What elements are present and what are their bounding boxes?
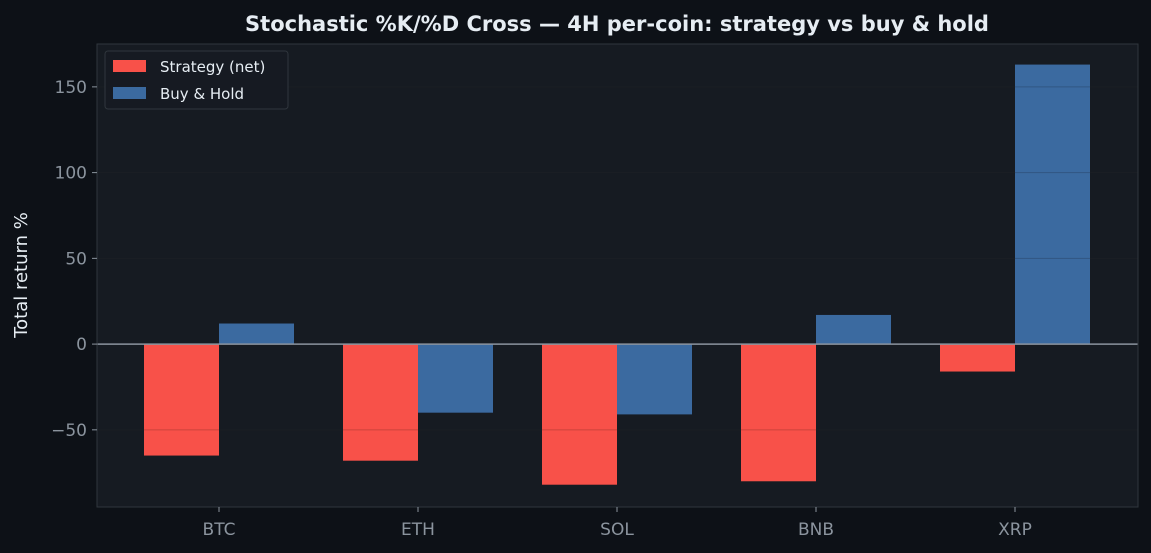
bar-buy-hold-xrp: [1015, 64, 1090, 345]
chart-title: Stochastic %K/%D Cross — 4H per-coin: st…: [245, 12, 989, 36]
y-tick-label: 50: [65, 249, 87, 269]
x-tick-label-eth: ETH: [401, 520, 435, 540]
legend-label-buy-hold: Buy & Hold: [160, 85, 244, 103]
y-axis-label: Total return %: [11, 212, 32, 339]
bar-strategy-net-btc: [144, 344, 219, 456]
x-axis-ticks: BTC ETH SOL BNB XRP: [203, 507, 1032, 540]
x-tick-label-btc: BTC: [203, 520, 236, 540]
legend-swatch-strategy: [113, 60, 146, 72]
x-tick-label-xrp: XRP: [998, 520, 1032, 540]
x-tick-label-sol: SOL: [600, 520, 634, 540]
bar-buy-hold-btc: [219, 323, 294, 345]
legend-swatch-buy-hold: [113, 87, 146, 99]
bar-strategy-net-bnb: [741, 344, 816, 482]
bar-buy-hold-bnb: [816, 314, 891, 345]
bar-strategy-net-sol: [542, 344, 617, 485]
bar-buy-hold-eth: [418, 344, 493, 413]
y-tick-label: −50: [51, 421, 87, 441]
legend-box: [104, 50, 289, 110]
bar-strategy-net-eth: [343, 344, 418, 461]
y-tick-label: 100: [55, 164, 87, 184]
y-tick-label: 150: [55, 78, 87, 98]
y-axis-ticks: −50 0 50 100 150: [51, 78, 97, 441]
x-tick-label-bnb: BNB: [798, 520, 834, 540]
plot-area: [97, 44, 1138, 507]
y-tick-label: 0: [76, 335, 87, 355]
legend-label-strategy: Strategy (net): [160, 58, 265, 76]
bar-buy-hold-sol: [617, 344, 692, 415]
bar-strategy-net-xrp: [940, 344, 1015, 372]
legend: Strategy (net) Buy & Hold: [104, 50, 289, 110]
bars: [144, 64, 1090, 485]
